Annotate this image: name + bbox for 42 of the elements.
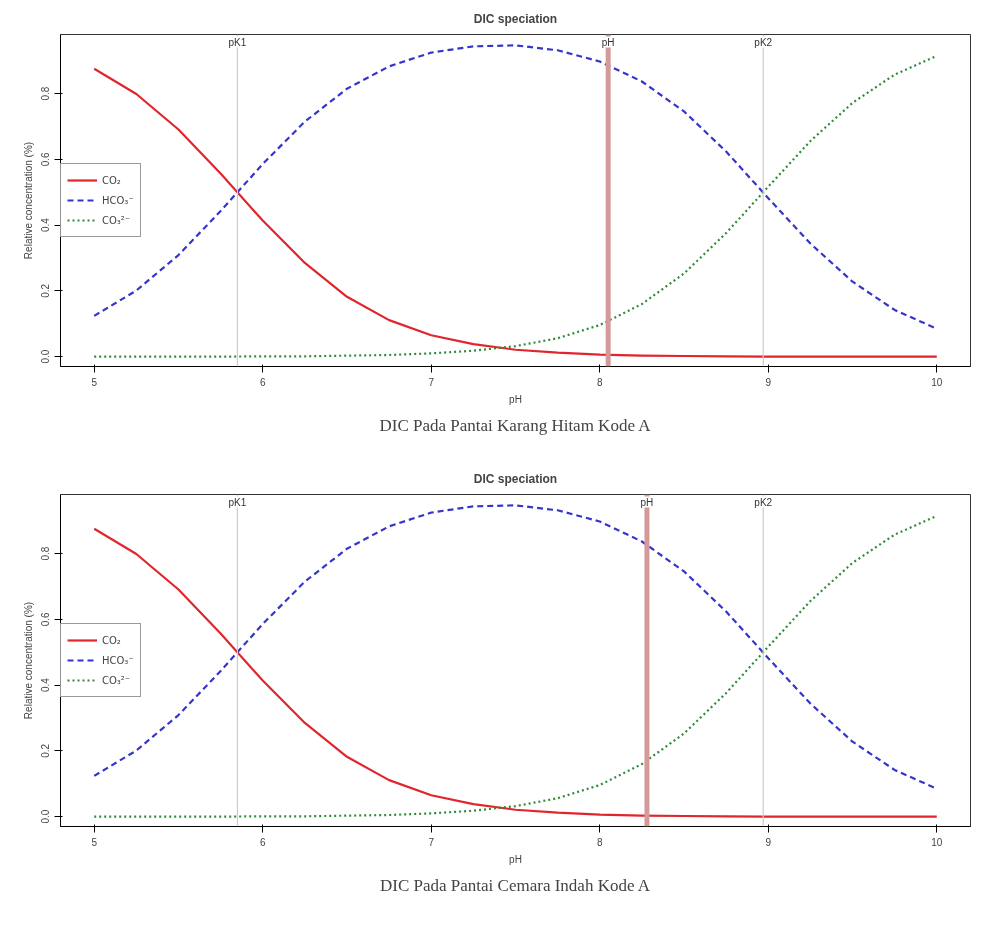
y-tick-label: 0.4 (40, 217, 52, 233)
y-axis-title: Relative concentration (%) (22, 141, 34, 260)
y-tick-label: 0.8 (40, 86, 52, 101)
y-tick-label: 0.6 (40, 612, 52, 627)
x-tick-label: 7 (428, 376, 435, 388)
x-tick-label: 10 (931, 836, 943, 848)
legend-label: HCO₃⁻ (102, 194, 134, 206)
ref-line-label: pK2 (754, 36, 773, 48)
legend-label: CO₃²⁻ (102, 214, 131, 226)
y-tick-label: 0.8 (40, 546, 52, 561)
y-tick-label: 0.2 (40, 743, 52, 758)
legend-label: CO₃²⁻ (102, 674, 131, 686)
y-tick-label: 0.0 (40, 349, 52, 364)
ref-line-label: pK1 (228, 36, 247, 48)
x-tick-label: 6 (259, 836, 266, 848)
x-tick-label: 8 (596, 376, 603, 388)
ref-line-label: pK1 (228, 496, 247, 508)
y-tick-label: 0.2 (40, 283, 52, 298)
text: DIC Pada Pantai Karang Hitam Kode A (379, 415, 652, 435)
legend-label: CO₂ (102, 634, 122, 646)
x-tick-label: 6 (259, 376, 266, 388)
chart-title: DIC speciation (473, 11, 558, 26)
x-tick-label: 9 (765, 836, 772, 848)
chart-title: DIC speciation (473, 471, 558, 486)
x-axis-title: pH (509, 393, 522, 405)
legend-label: CO₂ (102, 174, 122, 186)
ref-line-label: pK2 (754, 496, 773, 508)
x-tick-label: 8 (596, 836, 603, 848)
x-tick-label: 9 (765, 376, 772, 388)
x-tick-label: 10 (931, 376, 943, 388)
x-axis-title: pH (509, 853, 522, 865)
x-tick-label: 5 (91, 376, 98, 388)
text: DIC Pada Pantai Cemara Indah Kode A (380, 875, 651, 895)
y-tick-label: 0.4 (40, 677, 52, 693)
y-axis-title: Relative concentration (%) (22, 601, 34, 720)
legend-label: HCO₃⁻ (102, 654, 134, 666)
y-tick-label: 0.6 (40, 152, 52, 167)
y-tick-label: 0.0 (40, 809, 52, 824)
ref-line-label: pH (640, 496, 654, 508)
x-tick-label: 5 (91, 836, 98, 848)
x-tick-label: 7 (428, 836, 435, 848)
ref-line-label: pH (601, 36, 615, 48)
